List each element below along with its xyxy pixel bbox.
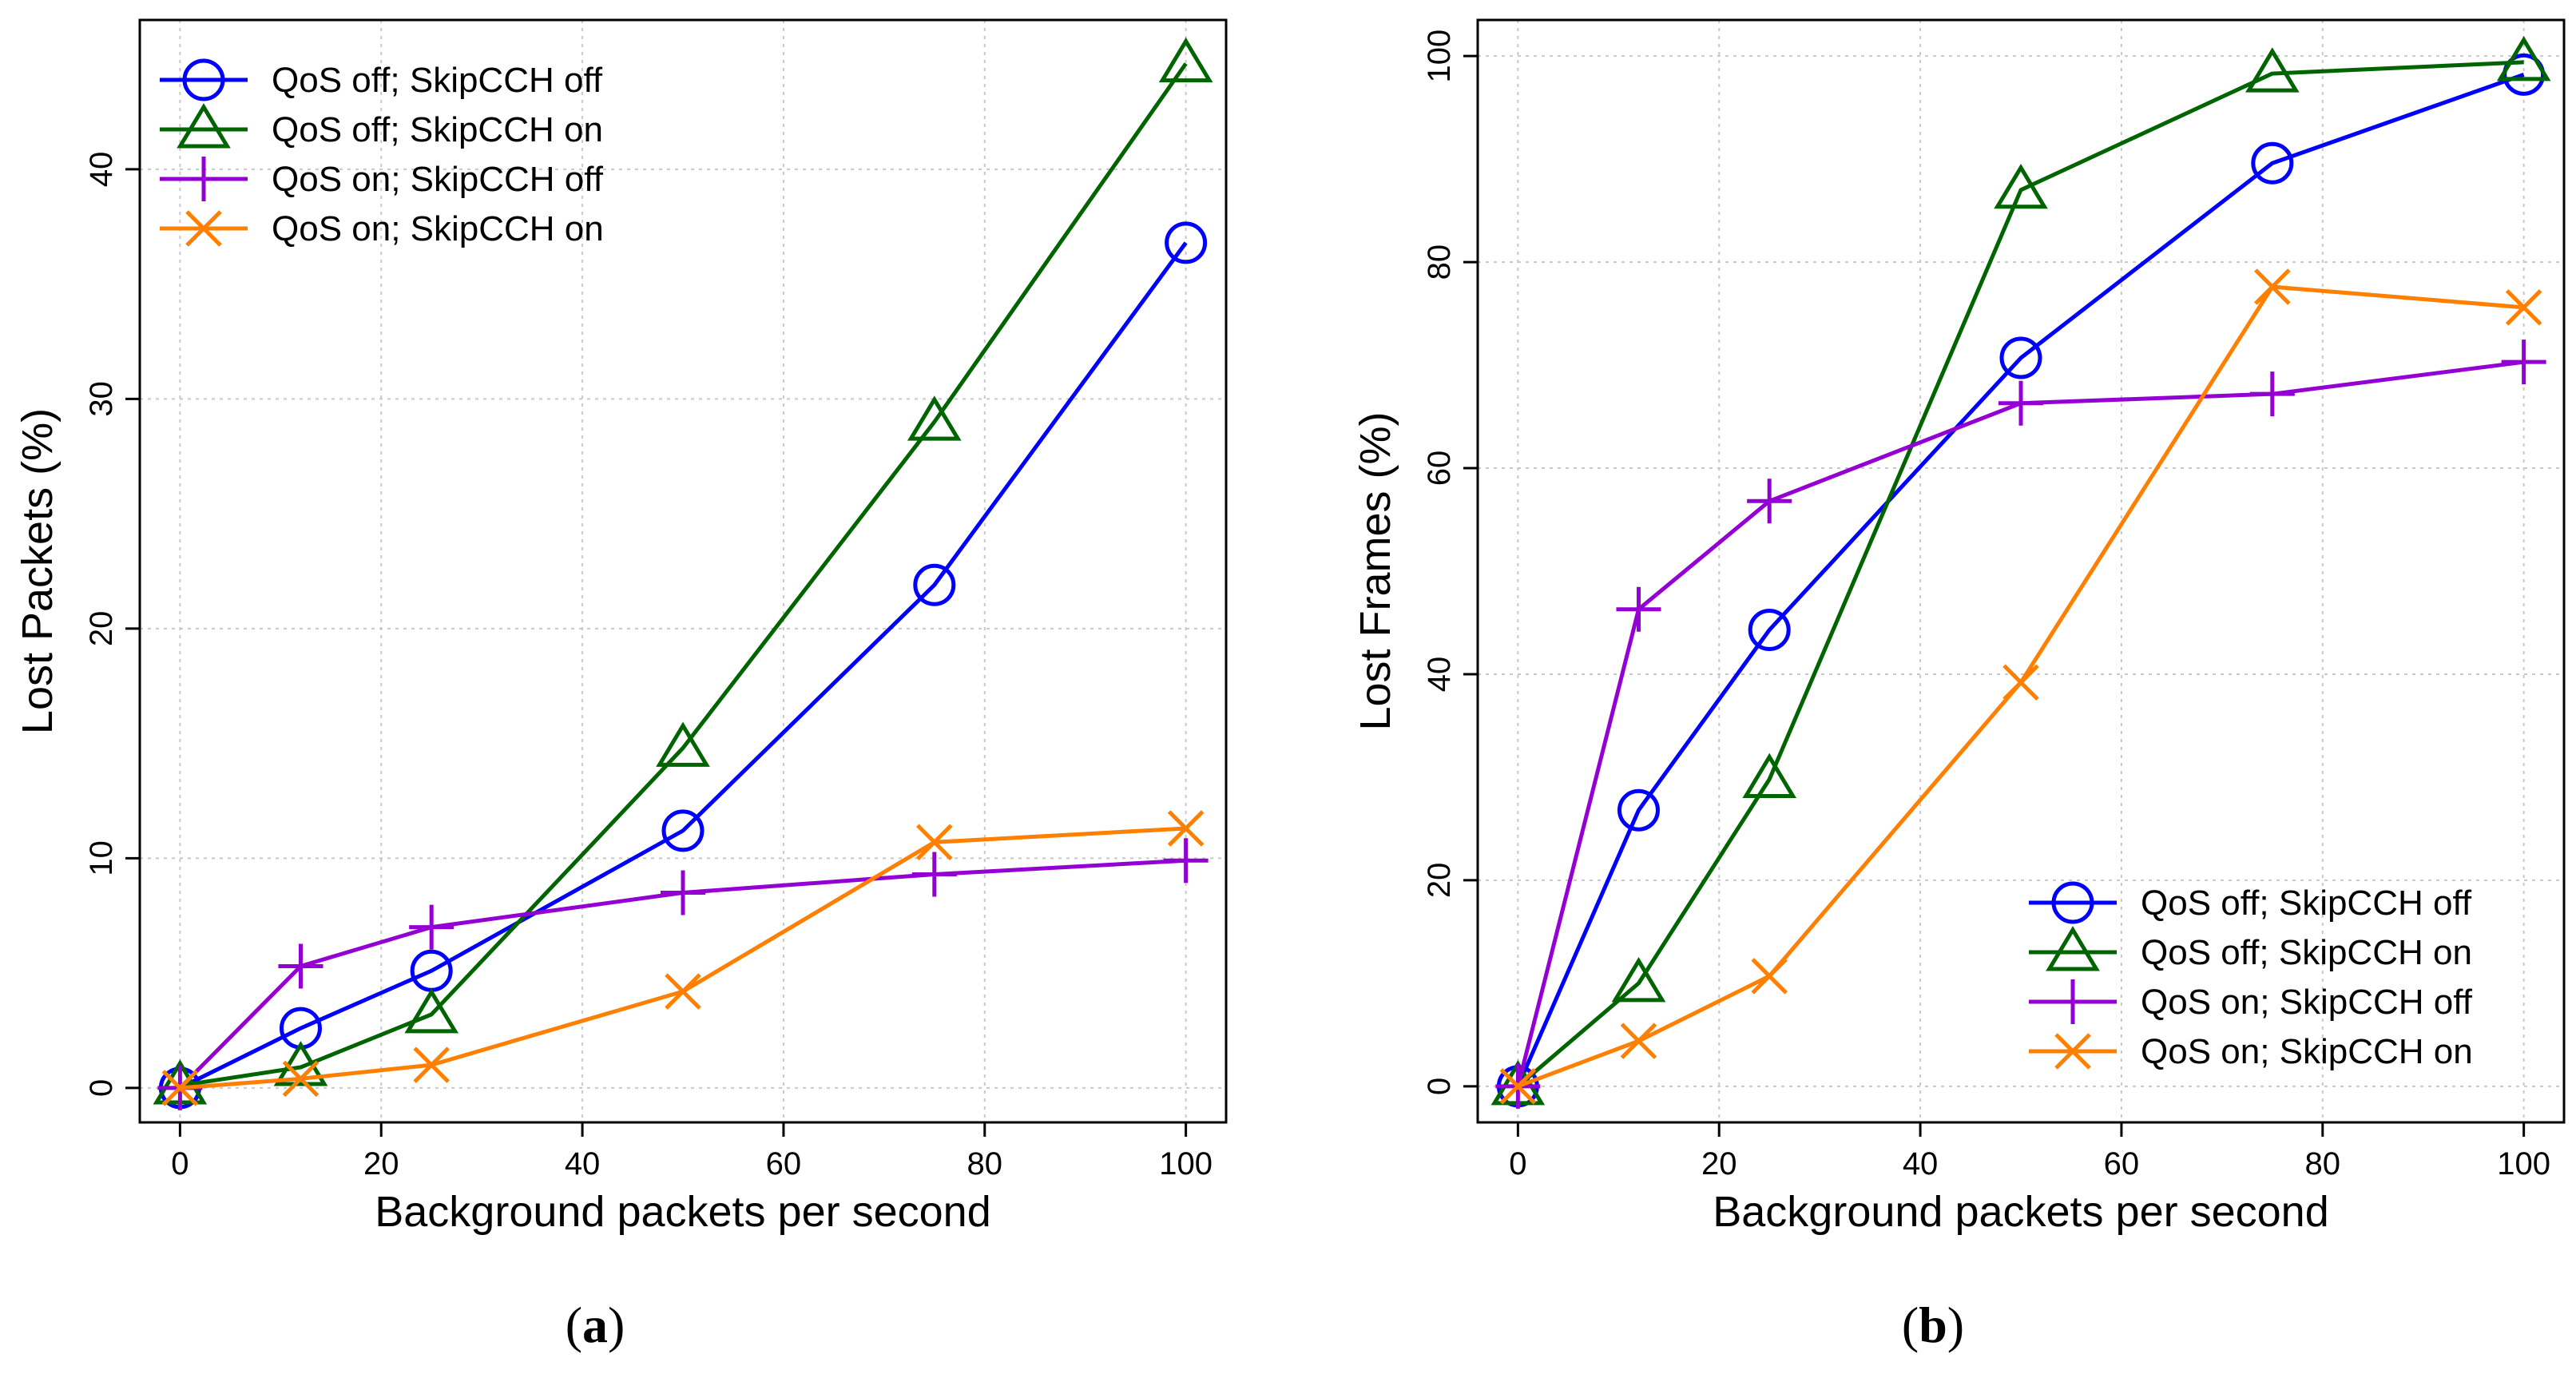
legend-marker-1 — [182, 58, 225, 101]
x-tick-label: 0 — [1509, 1146, 1526, 1181]
series-line-2 — [179, 62, 1188, 1088]
legend-marker-1 — [2051, 881, 2094, 924]
data-point-series-1 — [1999, 336, 2042, 379]
data-point-series-3 — [1163, 838, 1209, 884]
x-tick-label: 60 — [2104, 1146, 2140, 1181]
data-point-series-3 — [911, 852, 957, 897]
data-point-series-2 — [2496, 36, 2551, 81]
data-point-series-2 — [1742, 753, 1797, 799]
legend-label-4: QoS on; SkipCCH on — [272, 209, 604, 248]
data-point-series-4 — [282, 1060, 320, 1098]
x-tick-label: 40 — [1903, 1146, 1939, 1181]
y-tick-label: 0 — [1422, 1078, 1457, 1095]
y-tick-label: 40 — [84, 152, 119, 188]
legend-marker-3 — [2050, 979, 2095, 1024]
x-tick-label: 80 — [2305, 1146, 2341, 1181]
data-point-series-1 — [1617, 788, 1660, 832]
plot-frame — [1476, 18, 2566, 1124]
data-point-series-3 — [278, 943, 323, 989]
data-point-series-4 — [1751, 958, 1788, 995]
data-point-series-4 — [413, 1046, 450, 1083]
data-point-series-3 — [2249, 371, 2295, 417]
data-point-series-4 — [161, 1070, 199, 1106]
y-tick-label: 10 — [84, 840, 119, 876]
data-point-series-4 — [916, 824, 953, 861]
data-point-series-4 — [1620, 1023, 1657, 1059]
legend: QoS off; SkipCCH off QoS off; SkipCCH on Q… — [160, 58, 604, 248]
x-tick-label: 60 — [766, 1146, 802, 1181]
series-line-3 — [1515, 359, 2524, 1087]
legend-label-3: QoS on; SkipCCH off — [2141, 983, 2473, 1022]
y-tick-label: 80 — [1422, 244, 1457, 280]
legend-marker-2 — [177, 103, 231, 149]
data-point-series-2 — [1611, 957, 1666, 1003]
data-point-series-3 — [409, 904, 454, 950]
legend-label-2: QoS off; SkipCCH on — [272, 110, 603, 149]
data-point-series-4 — [1499, 1068, 1537, 1105]
x-tick-label: 40 — [565, 1146, 601, 1181]
x-axis-title: Background packets per second — [1713, 1188, 2328, 1236]
data-point-series-3 — [661, 870, 705, 915]
chart-panel-a: 0 20 40 60 80 100 0 10 20 30 40 Background packets … — [14, 18, 1228, 1236]
data-point-series-2 — [404, 988, 459, 1034]
series-line-3 — [178, 858, 1186, 1090]
data-point-series-1 — [2251, 141, 2294, 185]
plot-frame — [138, 18, 1228, 1124]
series-line-4 — [180, 826, 1186, 1090]
x-tick-label: 20 — [363, 1146, 399, 1181]
series-line-1 — [1516, 72, 2525, 1087]
data-point-series-4 — [2505, 289, 2542, 326]
data-point-series-4 — [1167, 810, 1205, 847]
data-point-series-1 — [1165, 221, 1208, 264]
legend-label-3: QoS on; SkipCCH off — [272, 160, 604, 199]
x-axis-title: Background packets per second — [375, 1188, 990, 1236]
y-tick-label: 0 — [84, 1079, 119, 1097]
series-line-1 — [179, 241, 1188, 1090]
legend-label-1: QoS off; SkipCCH off — [272, 61, 603, 100]
data-point-series-2 — [2245, 47, 2300, 93]
y-tick-label: 30 — [84, 381, 119, 417]
legend-marker-4 — [2054, 1033, 2091, 1070]
data-point-series-2 — [1158, 37, 1213, 83]
x-tick-label: 100 — [1159, 1146, 1213, 1181]
y-tick-label: 20 — [84, 611, 119, 647]
data-point-series-3 — [1998, 380, 2043, 426]
legend-label-2: QoS off; SkipCCH on — [2141, 933, 2472, 972]
legend-marker-2 — [2046, 926, 2100, 971]
y-tick-label: 40 — [1422, 657, 1457, 693]
legend-marker-4 — [185, 210, 222, 247]
panel-label-b: (b) — [1902, 1297, 1964, 1353]
data-point-series-2 — [907, 395, 962, 441]
panel-label-a: (a) — [566, 1297, 625, 1353]
chart-panel-b: 0 20 40 60 80 100 0 20 40 60 80 100 Background packe… — [1352, 18, 2566, 1236]
data-point-series-2 — [1994, 163, 2048, 209]
legend-marker-3 — [181, 157, 226, 201]
y-tick-label: 60 — [1422, 451, 1457, 486]
data-point-series-4 — [2002, 664, 2039, 701]
y-tick-label: 100 — [1422, 30, 1457, 83]
data-point-series-1 — [661, 809, 705, 852]
y-axis-title: Lost Packets (%) — [14, 408, 62, 734]
series-line-4 — [1517, 284, 2524, 1089]
legend: QoS off; SkipCCH off QoS off; SkipCCH on Q… — [2029, 881, 2473, 1071]
data-point-series-2 — [656, 721, 710, 767]
legend-label-1: QoS off; SkipCCH off — [2141, 884, 2472, 923]
data-point-series-4 — [665, 973, 701, 1010]
x-tick-label: 0 — [171, 1146, 189, 1181]
data-point-series-4 — [2254, 268, 2291, 305]
data-point-series-1 — [1748, 609, 1791, 652]
legend-label-4: QoS on; SkipCCH on — [2141, 1032, 2473, 1071]
data-point-series-3 — [1616, 586, 1661, 632]
x-tick-label: 20 — [1701, 1146, 1737, 1181]
data-point-series-3 — [1747, 479, 1792, 524]
data-point-series-3 — [2501, 340, 2546, 385]
y-tick-label: 20 — [1422, 863, 1457, 899]
y-axis-title: Lost Frames (%) — [1352, 411, 1399, 730]
x-tick-label: 80 — [967, 1146, 1003, 1181]
x-tick-label: 100 — [2497, 1146, 2550, 1181]
data-point-series-1 — [913, 563, 956, 606]
